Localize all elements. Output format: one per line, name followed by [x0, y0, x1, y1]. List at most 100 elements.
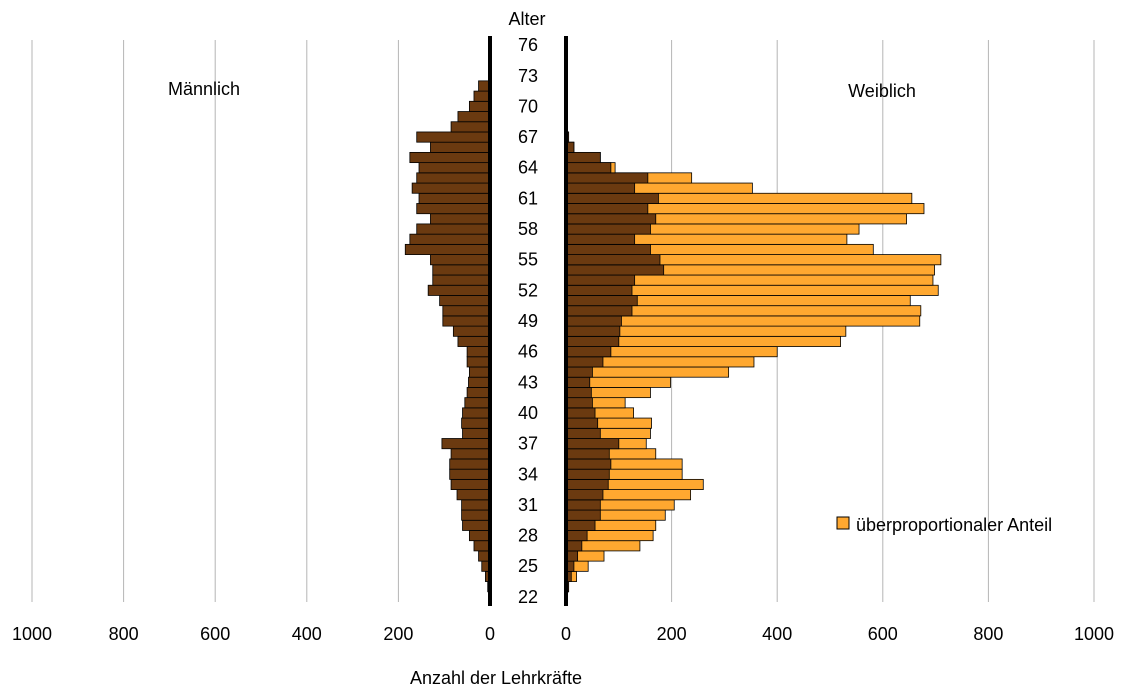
- male-bar: [409, 233, 491, 245]
- age-tick-label: 25: [518, 556, 538, 576]
- male-bar: [416, 223, 491, 235]
- left-tick-label: 1000: [12, 624, 52, 644]
- female-base-bar: [565, 540, 583, 552]
- age-tick-label: 73: [518, 66, 538, 86]
- male-bar: [409, 151, 491, 164]
- male-bar: [457, 335, 491, 347]
- male-bar: [462, 407, 491, 419]
- female-base-bar: [565, 478, 609, 490]
- right-tick-label: 800: [973, 624, 1003, 644]
- right-tick-label: 600: [868, 624, 898, 644]
- female-base-bar: [565, 335, 620, 347]
- female-base-bar: [565, 530, 588, 542]
- female-base-bar: [565, 407, 596, 419]
- male-bar: [466, 387, 491, 399]
- left-title: Männlich: [168, 79, 240, 99]
- age-tick-label: 22: [518, 587, 538, 607]
- tick-labels: 1000 800 600 400 200 0 0 200 400 600 800 1000 22 25 28…: [12, 35, 1114, 644]
- legend-label: überproportionaler Anteil: [856, 515, 1052, 535]
- age-tick-label: 43: [518, 372, 538, 392]
- x-axis-title: Anzahl der Lehrkräfte: [410, 668, 582, 688]
- age-tick-label: 40: [518, 403, 538, 423]
- female-base-bar: [565, 213, 657, 225]
- male-bar: [457, 111, 491, 123]
- male-bar: [430, 141, 491, 153]
- male-bar: [462, 519, 491, 531]
- female-base-bar: [565, 274, 636, 286]
- male-bar: [468, 366, 491, 378]
- axes: [488, 36, 568, 606]
- female-base-bar: [565, 427, 601, 439]
- male-bar: [442, 315, 491, 327]
- female-base-bar: [565, 438, 620, 450]
- male-bar: [441, 438, 491, 450]
- male-bar: [430, 254, 491, 266]
- age-tick-label: 64: [518, 158, 538, 178]
- male-bar: [468, 376, 491, 388]
- male-bar: [416, 172, 491, 184]
- left-tick-label: 800: [109, 624, 139, 644]
- male-bar: [464, 397, 491, 409]
- female-base-bar: [565, 448, 610, 460]
- female-base-bar: [565, 295, 638, 307]
- male-bar: [416, 131, 491, 143]
- age-tick-label: 34: [518, 464, 538, 484]
- age-tick-label: 70: [518, 96, 538, 116]
- male-bar: [442, 305, 491, 317]
- female-base-bar: [565, 243, 651, 255]
- male-bar: [473, 90, 491, 102]
- female-base-bar: [565, 182, 636, 194]
- legend-swatch: [836, 516, 850, 530]
- age-tick-label: 52: [518, 280, 538, 300]
- female-base-bar: [565, 458, 612, 470]
- male-bar: [439, 295, 491, 307]
- age-tick-label: 76: [518, 35, 538, 55]
- male-bar: [411, 182, 491, 194]
- male-bar: [432, 274, 491, 286]
- female-base-bar: [565, 397, 593, 409]
- female-base-bar: [565, 417, 599, 429]
- male-bar: [430, 213, 491, 225]
- right-tick-label: 400: [762, 624, 792, 644]
- left-tick-label: 0: [485, 624, 495, 644]
- female-base-bar: [565, 151, 601, 164]
- female-base-bar: [565, 468, 610, 480]
- male-bar: [456, 489, 491, 501]
- female-base-bar: [565, 509, 601, 521]
- right-title: Weiblich: [848, 81, 916, 101]
- male-bar: [404, 243, 491, 255]
- female-base-bar: [565, 387, 592, 399]
- age-tick-label: 28: [518, 526, 538, 546]
- male-bar: [466, 356, 491, 368]
- male-bar: [450, 448, 491, 460]
- female-base-bar: [565, 489, 604, 501]
- age-tick-label: 37: [518, 434, 538, 454]
- female-base-bar: [565, 233, 636, 245]
- age-tick-label: 49: [518, 311, 538, 331]
- age-tick-label: 55: [518, 250, 538, 270]
- female-bars: [565, 121, 942, 603]
- female-base-bar: [565, 325, 621, 337]
- male-bar: [452, 325, 491, 337]
- age-axis-title: Alter: [508, 9, 545, 29]
- age-tick-label: 46: [518, 342, 538, 362]
- female-base-bar: [565, 305, 633, 317]
- female-base-bar: [565, 284, 633, 296]
- male-bar: [450, 121, 491, 133]
- right-tick-label: 0: [561, 624, 571, 644]
- female-base-bar: [565, 315, 622, 327]
- left-tick-label: 600: [200, 624, 230, 644]
- male-bar: [461, 417, 491, 429]
- male-bar: [416, 203, 491, 215]
- male-bar: [468, 530, 491, 542]
- legend: überproportionaler Anteil: [836, 515, 1052, 535]
- male-bar: [461, 509, 491, 521]
- male-bar: [466, 346, 491, 358]
- left-tick-label: 400: [292, 624, 322, 644]
- right-tick-label: 1000: [1074, 624, 1114, 644]
- female-base-bar: [565, 366, 593, 378]
- age-tick-label: 58: [518, 219, 538, 239]
- male-bar: [461, 499, 491, 511]
- female-base-bar: [565, 162, 612, 174]
